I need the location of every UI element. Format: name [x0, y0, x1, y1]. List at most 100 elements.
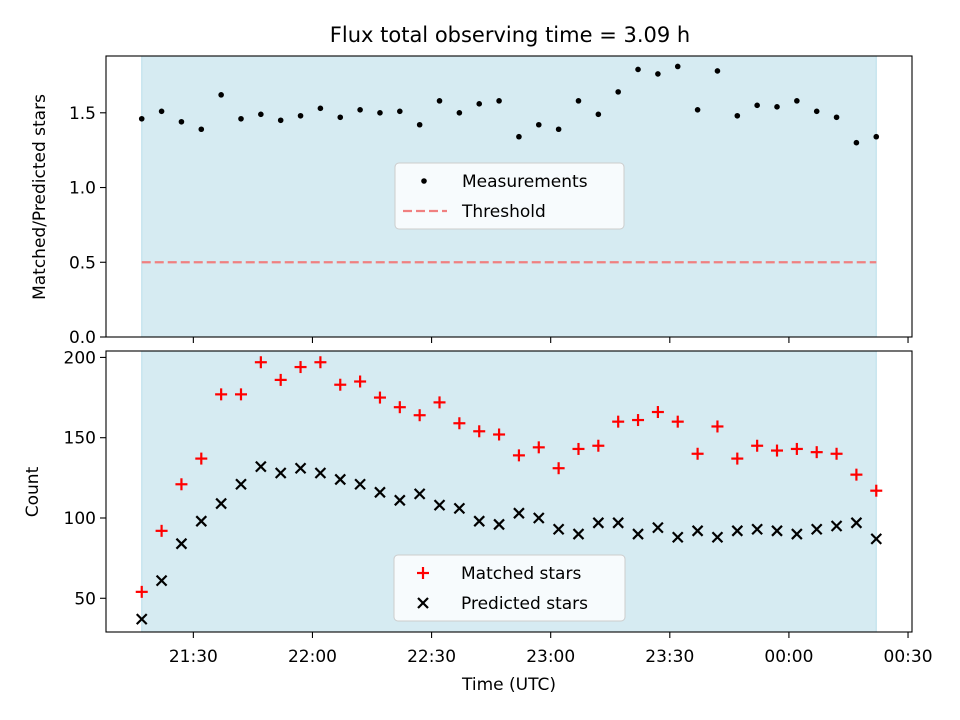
predicted-star-point: [632, 528, 644, 540]
measurement-point: [258, 111, 264, 118]
top-legend-box: [394, 162, 625, 230]
predicted-star-point: [473, 515, 485, 527]
predicted-star-point: [731, 525, 744, 537]
x-axis-label: Time (UTC): [461, 675, 556, 695]
predicted-star-point: [374, 486, 386, 499]
measurement-point: [794, 98, 800, 104]
measurement-point: [178, 118, 185, 125]
measurement-point: [535, 121, 542, 128]
y-tick-label: 50: [74, 589, 96, 609]
y-tick-label: 0.0: [69, 328, 96, 348]
measurement-point: [555, 126, 562, 133]
measurement-point: [674, 63, 681, 70]
measurement-point: [397, 108, 403, 115]
predicted-star-point: [235, 478, 247, 491]
matched-star-point: [850, 468, 863, 481]
predicted-star-point: [453, 502, 466, 515]
x-tick-label: 21:30: [169, 647, 218, 667]
matched-star-point: [393, 401, 406, 414]
y-tick-label: 1.5: [69, 104, 96, 124]
legend-measurements-label: Measurements: [462, 172, 588, 192]
predicted-star-point: [572, 528, 585, 540]
predicted-star-point: [274, 467, 287, 479]
matched-star-point: [612, 415, 625, 428]
matched-star-point: [731, 452, 744, 465]
matched-star-point: [334, 378, 347, 391]
measurement-point: [853, 139, 860, 146]
predicted-star-point: [533, 512, 545, 524]
predicted-star-point: [175, 537, 188, 550]
measurement-point: [754, 102, 760, 109]
predicted-star-point: [215, 497, 227, 510]
matched-star-point: [532, 441, 545, 454]
matched-star-point: [830, 447, 843, 460]
measurement-point: [436, 98, 443, 104]
measurement-point: [476, 101, 483, 107]
predicted-star-point: [810, 523, 823, 536]
bottom-legend: Matched stars Predicted stars: [393, 554, 626, 622]
y-tick-label: 150: [64, 429, 96, 449]
legend-measurements-marker: [421, 178, 427, 184]
legend-threshold-label: Threshold: [461, 202, 546, 222]
matched-star-point: [691, 447, 704, 460]
predicted-star-point: [155, 574, 168, 587]
matched-star-point: [453, 417, 466, 430]
matched-star-point: [751, 439, 764, 452]
predicted-star-point: [751, 523, 763, 536]
measurement-point: [158, 108, 165, 115]
matched-star-point: [294, 361, 307, 374]
matched-star-point: [810, 446, 823, 459]
measurement-point: [774, 104, 780, 110]
predicted-star-point: [771, 525, 783, 537]
x-tick-label: 00:30: [884, 647, 933, 667]
measurement-point: [377, 109, 383, 116]
x-tick-label: 22:30: [407, 647, 456, 667]
measurement-point: [416, 121, 423, 128]
top-legend: Measurements Threshold: [394, 162, 625, 230]
predicted-star-point: [711, 531, 724, 544]
predicted-star-point: [394, 494, 406, 507]
bottom-legend-box: [393, 554, 626, 622]
legend-predicted-label: Predicted stars: [461, 594, 588, 614]
measurement-point: [337, 114, 344, 121]
measurement-point: [833, 114, 840, 121]
matched-star-point: [254, 356, 267, 369]
matched-star-point: [651, 406, 664, 419]
predicted-star-point: [413, 488, 426, 500]
top-y-ticks: 0.0 0.5 1.0 1.5: [69, 104, 106, 348]
matched-star-point: [433, 396, 446, 409]
top-panel: 0.0 0.5 1.0 1.5 Matched/Predicted stars Mea…: [30, 55, 913, 348]
measurement-point: [218, 92, 224, 98]
measurement-point: [873, 133, 880, 140]
matched-star-point: [870, 484, 883, 497]
matched-star-point: [413, 409, 426, 422]
matched-star-point: [512, 449, 525, 462]
measurement-point: [456, 109, 463, 116]
matched-star-point: [671, 415, 684, 428]
measurement-point: [516, 133, 522, 140]
measurement-point: [277, 117, 284, 124]
measurement-points: [138, 63, 880, 146]
matched-star-point: [373, 391, 386, 404]
predicted-stars-points: [135, 460, 883, 625]
predicted-star-point: [652, 521, 664, 534]
bottom-x-ticks: 21:30 22:00 22:30 23:00 23:30 00:00 00:30: [169, 632, 933, 667]
y-tick-label: 200: [64, 348, 96, 368]
x-tick-label: 22:00: [288, 647, 337, 667]
top-x-ticks: [192, 337, 909, 343]
predicted-star-point: [294, 462, 307, 474]
predicted-star-point: [870, 533, 883, 545]
measurement-point: [138, 115, 145, 122]
legend-matched-label: Matched stars: [461, 564, 581, 584]
matched-star-point: [632, 414, 645, 427]
matched-star-point: [274, 373, 287, 386]
predicted-star-point: [513, 507, 525, 519]
x-tick-label: 23:00: [526, 647, 575, 667]
bottom-panel: 50 100 150 200 21:30 22:00 22:30 23:00 23:30 00:…: [23, 348, 933, 695]
measurement-point: [714, 68, 721, 74]
x-tick-label: 00:00: [764, 647, 813, 667]
top-y-axis-label: Matched/Predicted stars: [30, 94, 50, 300]
predicted-star-point: [850, 517, 863, 529]
predicted-star-point: [830, 520, 843, 532]
